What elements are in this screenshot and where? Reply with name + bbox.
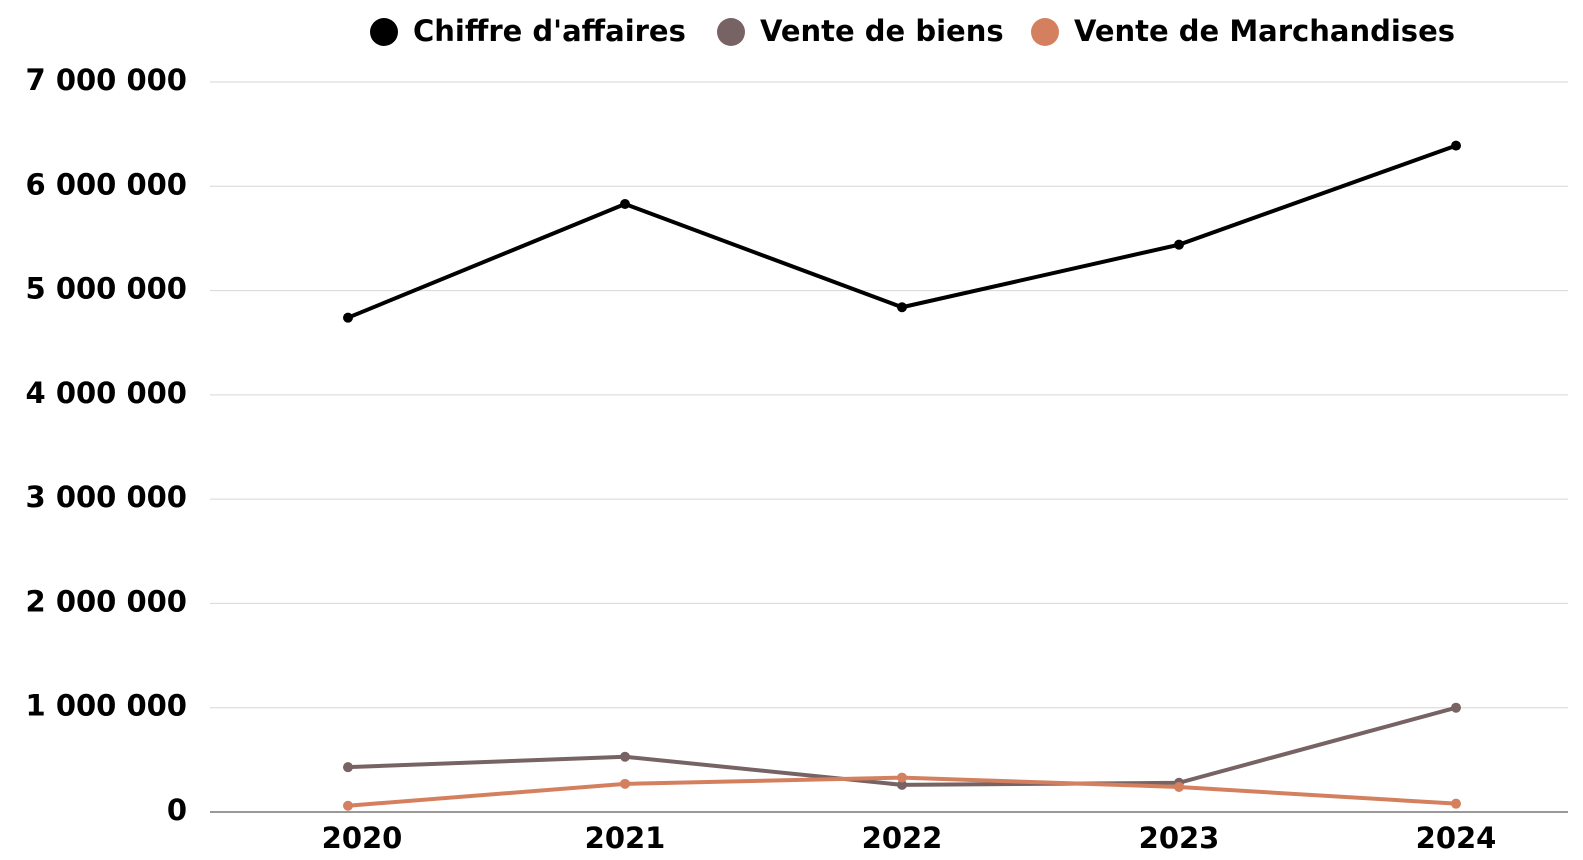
y-tick-label: 7 000 000 xyxy=(26,63,187,97)
legend-marker xyxy=(370,18,398,46)
y-tick-label: 5 000 000 xyxy=(26,272,187,306)
y-tick-label: 6 000 000 xyxy=(26,167,187,201)
point xyxy=(1451,140,1461,151)
legend-label: Vente de Marchandises xyxy=(1074,14,1455,48)
point xyxy=(343,312,353,323)
point xyxy=(620,199,630,210)
y-tick-label: 0 xyxy=(167,793,187,827)
line xyxy=(347,143,1457,320)
point xyxy=(1451,798,1461,809)
point xyxy=(343,762,353,773)
x-tick-label: 2021 xyxy=(585,821,666,855)
point xyxy=(620,751,630,762)
x-tick-label: 2023 xyxy=(1139,821,1220,855)
legend-label: Chiffre d'affaires xyxy=(413,14,686,48)
point xyxy=(897,302,907,313)
point xyxy=(1174,239,1184,250)
y-tick-label: 2 000 000 xyxy=(26,584,187,618)
legend-label: Vente de biens xyxy=(760,14,1004,48)
x-tick-label: 2022 xyxy=(862,821,943,855)
point xyxy=(1451,702,1461,713)
point xyxy=(620,778,630,789)
legend-marker xyxy=(717,18,745,46)
legend-marker xyxy=(1031,18,1059,46)
y-tick-label: 1 000 000 xyxy=(26,689,187,723)
x-tick-label: 2020 xyxy=(322,821,403,855)
point xyxy=(897,772,907,783)
y-tick-label: 3 000 000 xyxy=(26,480,187,514)
point xyxy=(343,800,353,811)
y-tick-label: 4 000 000 xyxy=(26,376,187,410)
point xyxy=(1174,781,1184,792)
point xyxy=(897,779,907,790)
x-tick-label: 2024 xyxy=(1416,821,1497,855)
